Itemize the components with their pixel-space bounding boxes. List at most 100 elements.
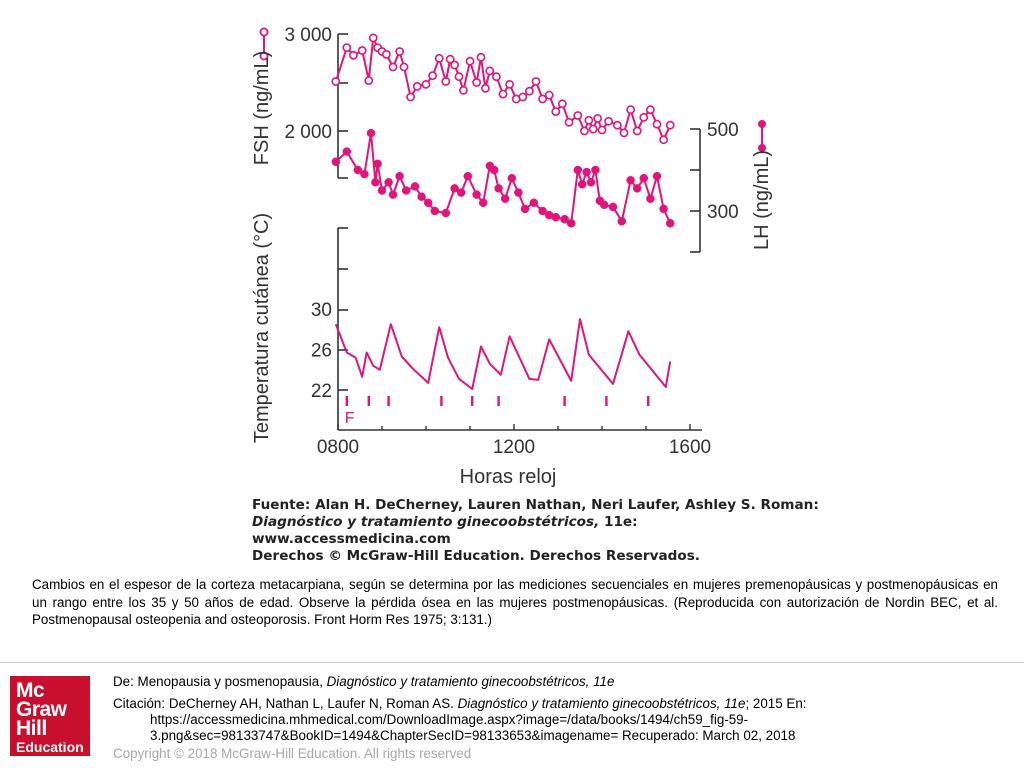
fsh-data-point [388,62,398,72]
citation-url-line1[interactable]: https://accessmedicina.mhmedical.com/Dow… [150,712,749,727]
fsh-data-point [632,126,642,136]
fsh-data-point [551,107,561,116]
lh-data-point [478,198,488,208]
lh-data-point [577,180,587,189]
axis-labels: 0800 1200 1600 Horas reloj 3 000 2 000 30 26 22 5… [251,25,773,488]
fsh-data-point [665,120,675,130]
fsh-data-point [597,125,607,135]
citation-book: Diagnóstico y tratamiento ginecoobstétri… [457,696,746,711]
lh-data-point [566,219,576,228]
lh-legend-marker [758,120,766,128]
chart-series: F [331,33,675,427]
fsh-data-point [659,135,668,145]
temperatura-series-line [334,318,672,390]
reference-from: De: Menopausia y posmenopausia, Diagnóst… [113,674,1013,690]
logo-text-mc: Mc [16,679,45,702]
y-tick-label: 30 [311,300,332,321]
reference-citation: Citación: DeCherney AH, Nathan L, Laufer… [113,696,1013,712]
lh-data-point [489,165,499,175]
lh-data-point [500,194,510,203]
lh-data-point [573,165,583,175]
x-tick-label: 0800 [317,437,359,458]
fsh-data-point [406,92,415,102]
fsh-data-point [626,105,635,115]
y-tick-label: 3 000 [284,25,332,46]
lh-data-point [417,192,426,201]
fsh-data-point [480,83,490,93]
fsh-data-point [564,117,574,127]
lh-data-point [423,198,433,208]
fsh-data-point [613,120,622,130]
fsh-data-point [348,50,358,60]
fsh-data-point [364,76,374,85]
fsh-data-point [485,66,495,76]
fsh-data-point [558,99,567,109]
source-book: Diagnóstico y tratamiento ginecoobstétri… [252,514,600,530]
chart-axes [337,33,702,431]
fsh-data-point [584,115,594,125]
fsh-data-point [421,80,431,89]
lh-data-point [373,159,382,169]
fsh-data-point [544,90,554,100]
fsh-data-point [619,128,629,138]
y-tick-label: 22 [311,381,332,402]
lh-data-point [507,173,517,183]
lh-data-point [665,219,675,228]
fsh-data-point [525,86,534,96]
lh-data-point [430,206,440,216]
fsh-data-point [428,71,437,81]
lh-data-point [582,167,591,177]
fsh-data-point [395,47,404,56]
fsh-legend-marker [259,51,269,61]
x-tick-label: 1200 [493,437,535,458]
lh-data-point [384,178,393,187]
fsh-data-point [472,78,481,87]
fsh-data-point [454,72,464,82]
lh-data-point [395,171,404,181]
mcgraw-hill-logo: Mc Graw Hill Education [10,676,90,756]
lh-data-point [591,165,600,175]
lh-axis-label: LH (ng/mL) [751,150,773,250]
lh-data-point [360,169,369,179]
lh-data-point [639,173,649,183]
reference-from-prefix: De: Menopausia y posmenopausia, [113,674,327,689]
lh-data-point [331,157,341,167]
lh-data-point [608,202,618,212]
fsh-data-point [580,126,589,136]
fsh-data-point [412,82,422,91]
source-book-line: Diagnóstico y tratamiento ginecoobstétri… [252,514,782,531]
lh-data-point [659,204,668,214]
fsh-legend-marker [259,27,269,37]
fsh-data-point [505,80,514,89]
logo-text-education: Education [16,739,84,755]
source-rights: Derechos © McGraw-Hill Education. Derech… [252,548,700,564]
lh-data-point [366,128,376,138]
y-tick-label: 26 [311,341,332,362]
citation-separator: . [450,696,458,711]
source-authors: Fuente: Alan H. DeCherney, Lauren Nathan… [252,497,819,513]
y-tick-label: 2 000 [284,122,332,143]
lh-data-point [586,178,596,187]
fsh-data-point [498,89,508,99]
copyright-notice: Copyright © 2018 McGraw-Hill Education. … [113,746,472,761]
lh-data-point [529,198,539,208]
lh-data-point [538,206,547,216]
fsh-data-point [445,54,455,64]
fsh-data-point [450,60,459,70]
lh-data-point [494,184,503,193]
lh-data-point [599,200,609,210]
x-tick-label: 1600 [669,437,711,458]
fsh-data-point [331,77,341,86]
lh-data-point [353,165,363,175]
footer-divider [0,662,1024,663]
lh-data-point [377,186,387,195]
reference-block: De: Menopausia y posmenopausia, Diagnóst… [113,674,1013,744]
x-axis-label: Horas reloj [460,466,557,488]
citation-url-line2[interactable]: 3.png&sec=98133747&BookID=1494&ChapterSe… [150,728,796,743]
fsh-data-point [538,94,547,104]
lh-data-point [520,204,530,214]
reference-from-book: Diagnóstico y tratamiento ginecoobstétri… [326,674,615,689]
x-axis-ticks [337,424,691,430]
citation-suffix: ; 2015 En: [745,696,807,711]
citation-authors: Citación: DeCherney AH, Nathan L, Laufer… [113,696,451,711]
